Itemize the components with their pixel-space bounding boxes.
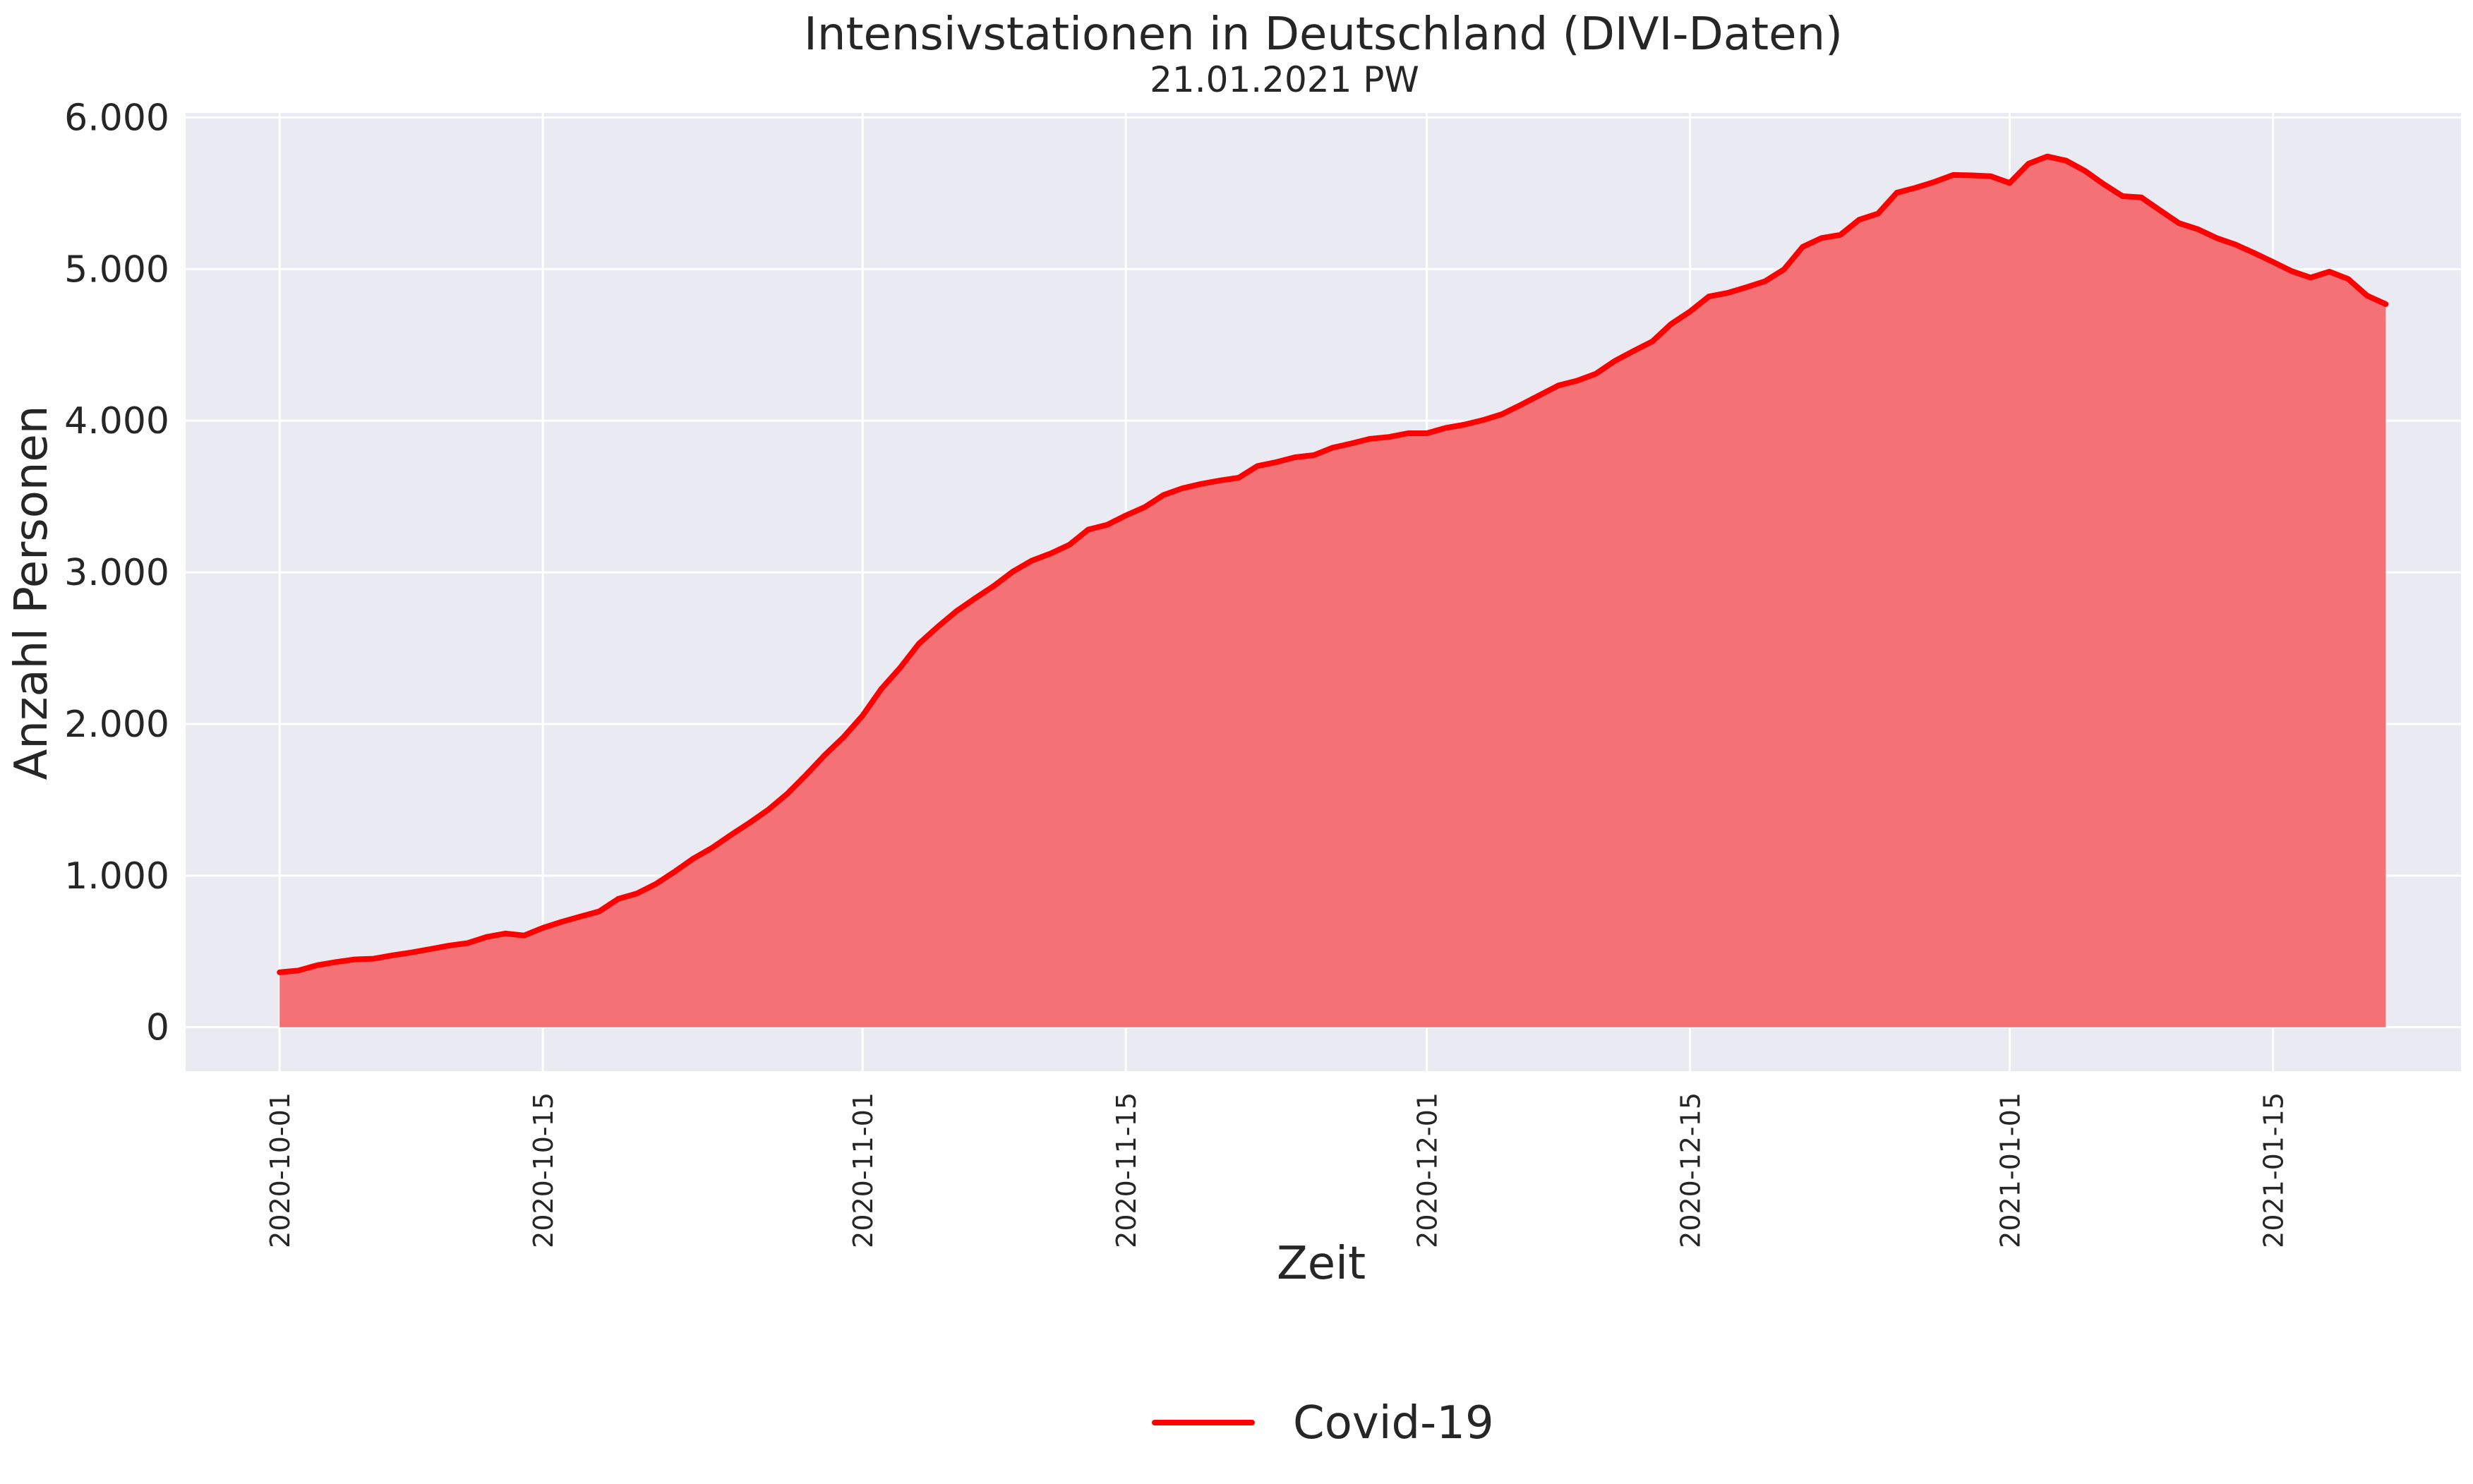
x-tick-label: 2021-01-01	[1995, 1092, 2026, 1248]
y-tick-label: 6.000	[64, 97, 169, 139]
series-line-covid-19	[277, 153, 2389, 975]
x-tick-labels: 2020-10-01 2020-10-15 2020-11-01 2020-11-15…	[265, 1092, 2289, 1248]
x-tick-label: 2020-11-01	[848, 1092, 879, 1248]
x-tick-label: 2020-12-15	[1675, 1092, 1707, 1248]
y-tick-labels: 0 1.000 2.000 3.000 4.000 5.000 6.000	[64, 97, 169, 1049]
x-tick-label: 2021-01-15	[2258, 1092, 2290, 1248]
x-tick-label: 2020-10-01	[265, 1092, 296, 1248]
x-tick-label: 2020-11-15	[1111, 1092, 1142, 1248]
y-tick-label: 0	[146, 1007, 169, 1049]
legend-label-covid-19: Covid-19	[1293, 1397, 1494, 1449]
legend: Covid-19	[1152, 1397, 1494, 1449]
x-tick-label: 2020-10-15	[528, 1092, 559, 1248]
chart-subtitle: 21.01.2021 PW	[1150, 59, 1419, 100]
y-tick-label: 2.000	[64, 704, 169, 746]
y-tick-label: 5.000	[64, 248, 169, 291]
x-tick-label: 2020-12-01	[1412, 1092, 1443, 1248]
x-axis-label: Zeit	[1277, 1238, 1366, 1290]
y-axis-label: Anzahl Personen	[6, 406, 58, 780]
chart-title: Intensivstationen in Deutschland (DIVI-D…	[804, 8, 1843, 61]
y-tick-label: 3.000	[64, 552, 169, 594]
y-tick-label: 4.000	[64, 400, 169, 442]
y-tick-label: 1.000	[64, 855, 169, 898]
area-fill	[279, 156, 2386, 1027]
